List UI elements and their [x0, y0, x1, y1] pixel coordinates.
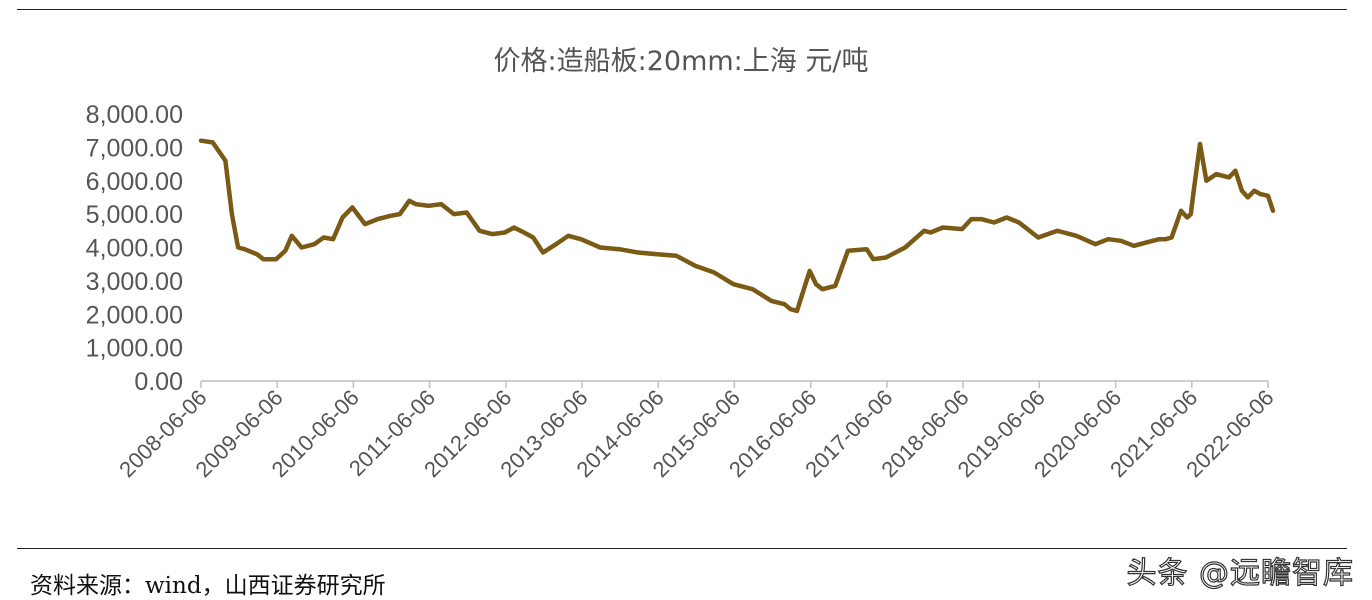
- y-tick-label: 2,000.00: [86, 301, 183, 329]
- series-layer: [198, 138, 1276, 314]
- series-line: [198, 138, 1276, 314]
- y-tick-label: 0.00: [134, 368, 183, 396]
- line-chart: 价格:造船板:20mm:上海 元/吨 0.00 1,000.00 2,000.00 3…: [86, 46, 1279, 482]
- y-tick-label: 4,000.00: [86, 235, 183, 263]
- x-axis: 2008-06-062009-06-062010-06-062011-06-06…: [114, 380, 1279, 482]
- watermark: 头条 @远瞻智库: [1126, 555, 1354, 591]
- source-note: 资料来源：wind，山西证券研究所: [30, 573, 386, 599]
- y-tick-label: 1,000.00: [86, 335, 183, 363]
- y-tick-label: 3,000.00: [86, 268, 183, 296]
- chart-title: 价格:造船板:20mm:上海 元/吨: [494, 46, 869, 77]
- y-tick-label: 7,000.00: [86, 134, 183, 162]
- y-tick-label: 8,000.00: [86, 101, 183, 129]
- y-tick-label: 5,000.00: [86, 201, 183, 229]
- y-axis: 0.00 1,000.00 2,000.00 3,000.00 4,000.00 5,00…: [86, 101, 183, 396]
- y-tick-label: 6,000.00: [86, 168, 183, 196]
- bottom-rule: [17, 548, 1347, 549]
- top-rule: [17, 9, 1347, 10]
